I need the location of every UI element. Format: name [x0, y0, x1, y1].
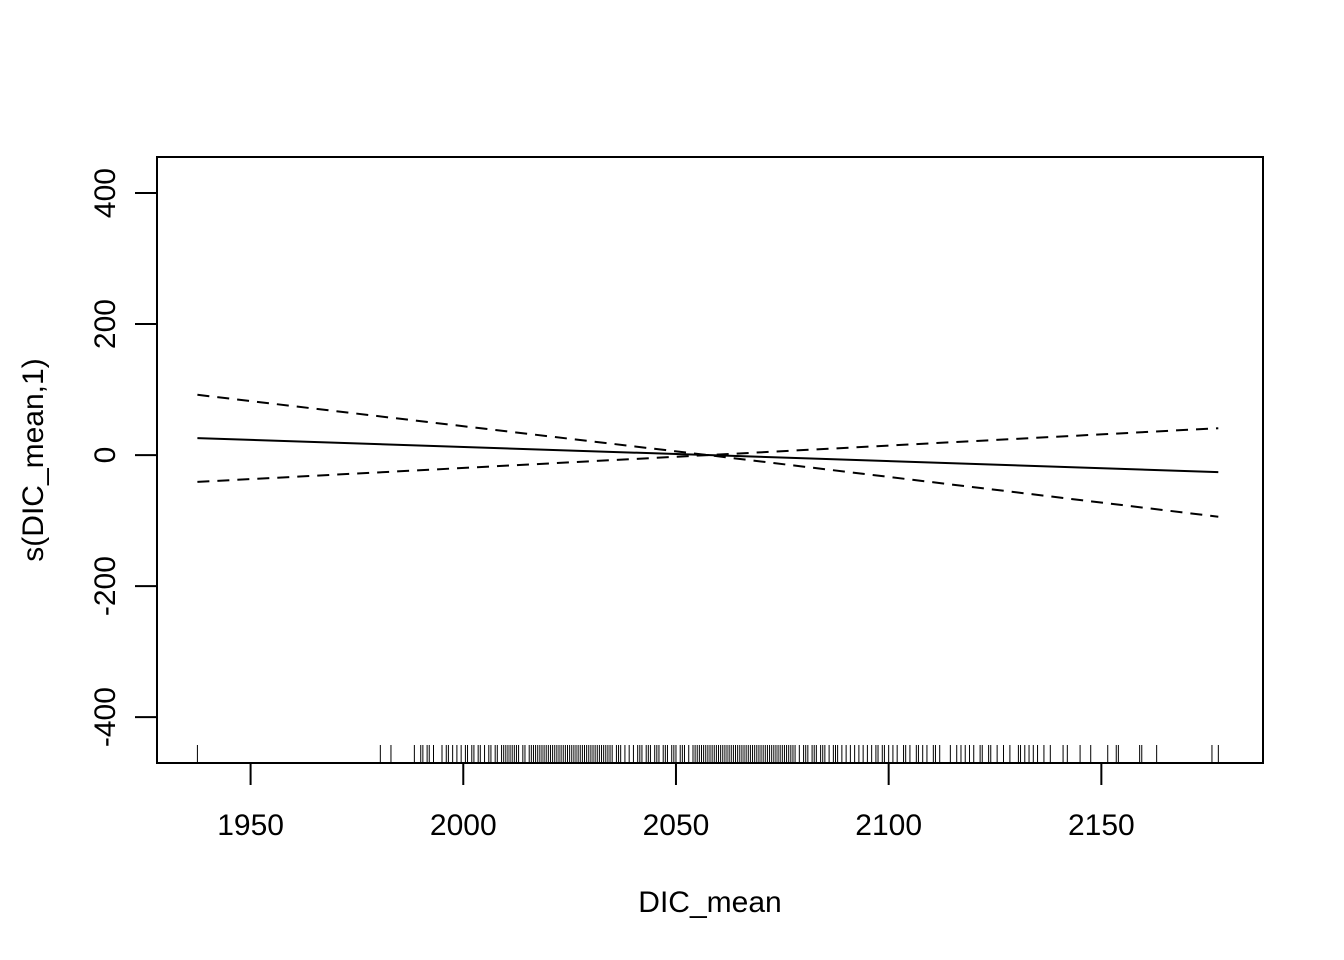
x-tick-label: 2000 — [430, 809, 497, 842]
x-tick-label: 1950 — [217, 809, 284, 842]
x-tick-label: 2100 — [855, 809, 922, 842]
x-tick-label: 2050 — [643, 809, 710, 842]
rug-layer — [196, 745, 1219, 763]
confidence-band-line-2 — [197, 427, 1219, 483]
y-tick-label: 400 — [89, 168, 122, 218]
series-layer — [197, 393, 1219, 518]
y-tick-label: 200 — [89, 299, 122, 349]
y-tick-label: -400 — [89, 687, 122, 747]
x-axis: 1950 2000 2050 2100 2150 — [217, 762, 1135, 842]
y-tick-label: 0 — [89, 447, 122, 464]
x-axis-label: DIC_mean — [638, 886, 781, 919]
y-axis-label: s(DIC_mean,1) — [17, 358, 50, 561]
y-tick-label: -200 — [89, 556, 122, 616]
y-axis: -400 -200 0 200 400 — [89, 168, 158, 747]
x-tick-label: 2150 — [1068, 809, 1135, 842]
confidence-band-line-1 — [197, 393, 1219, 518]
plot-frame — [156, 156, 1264, 764]
